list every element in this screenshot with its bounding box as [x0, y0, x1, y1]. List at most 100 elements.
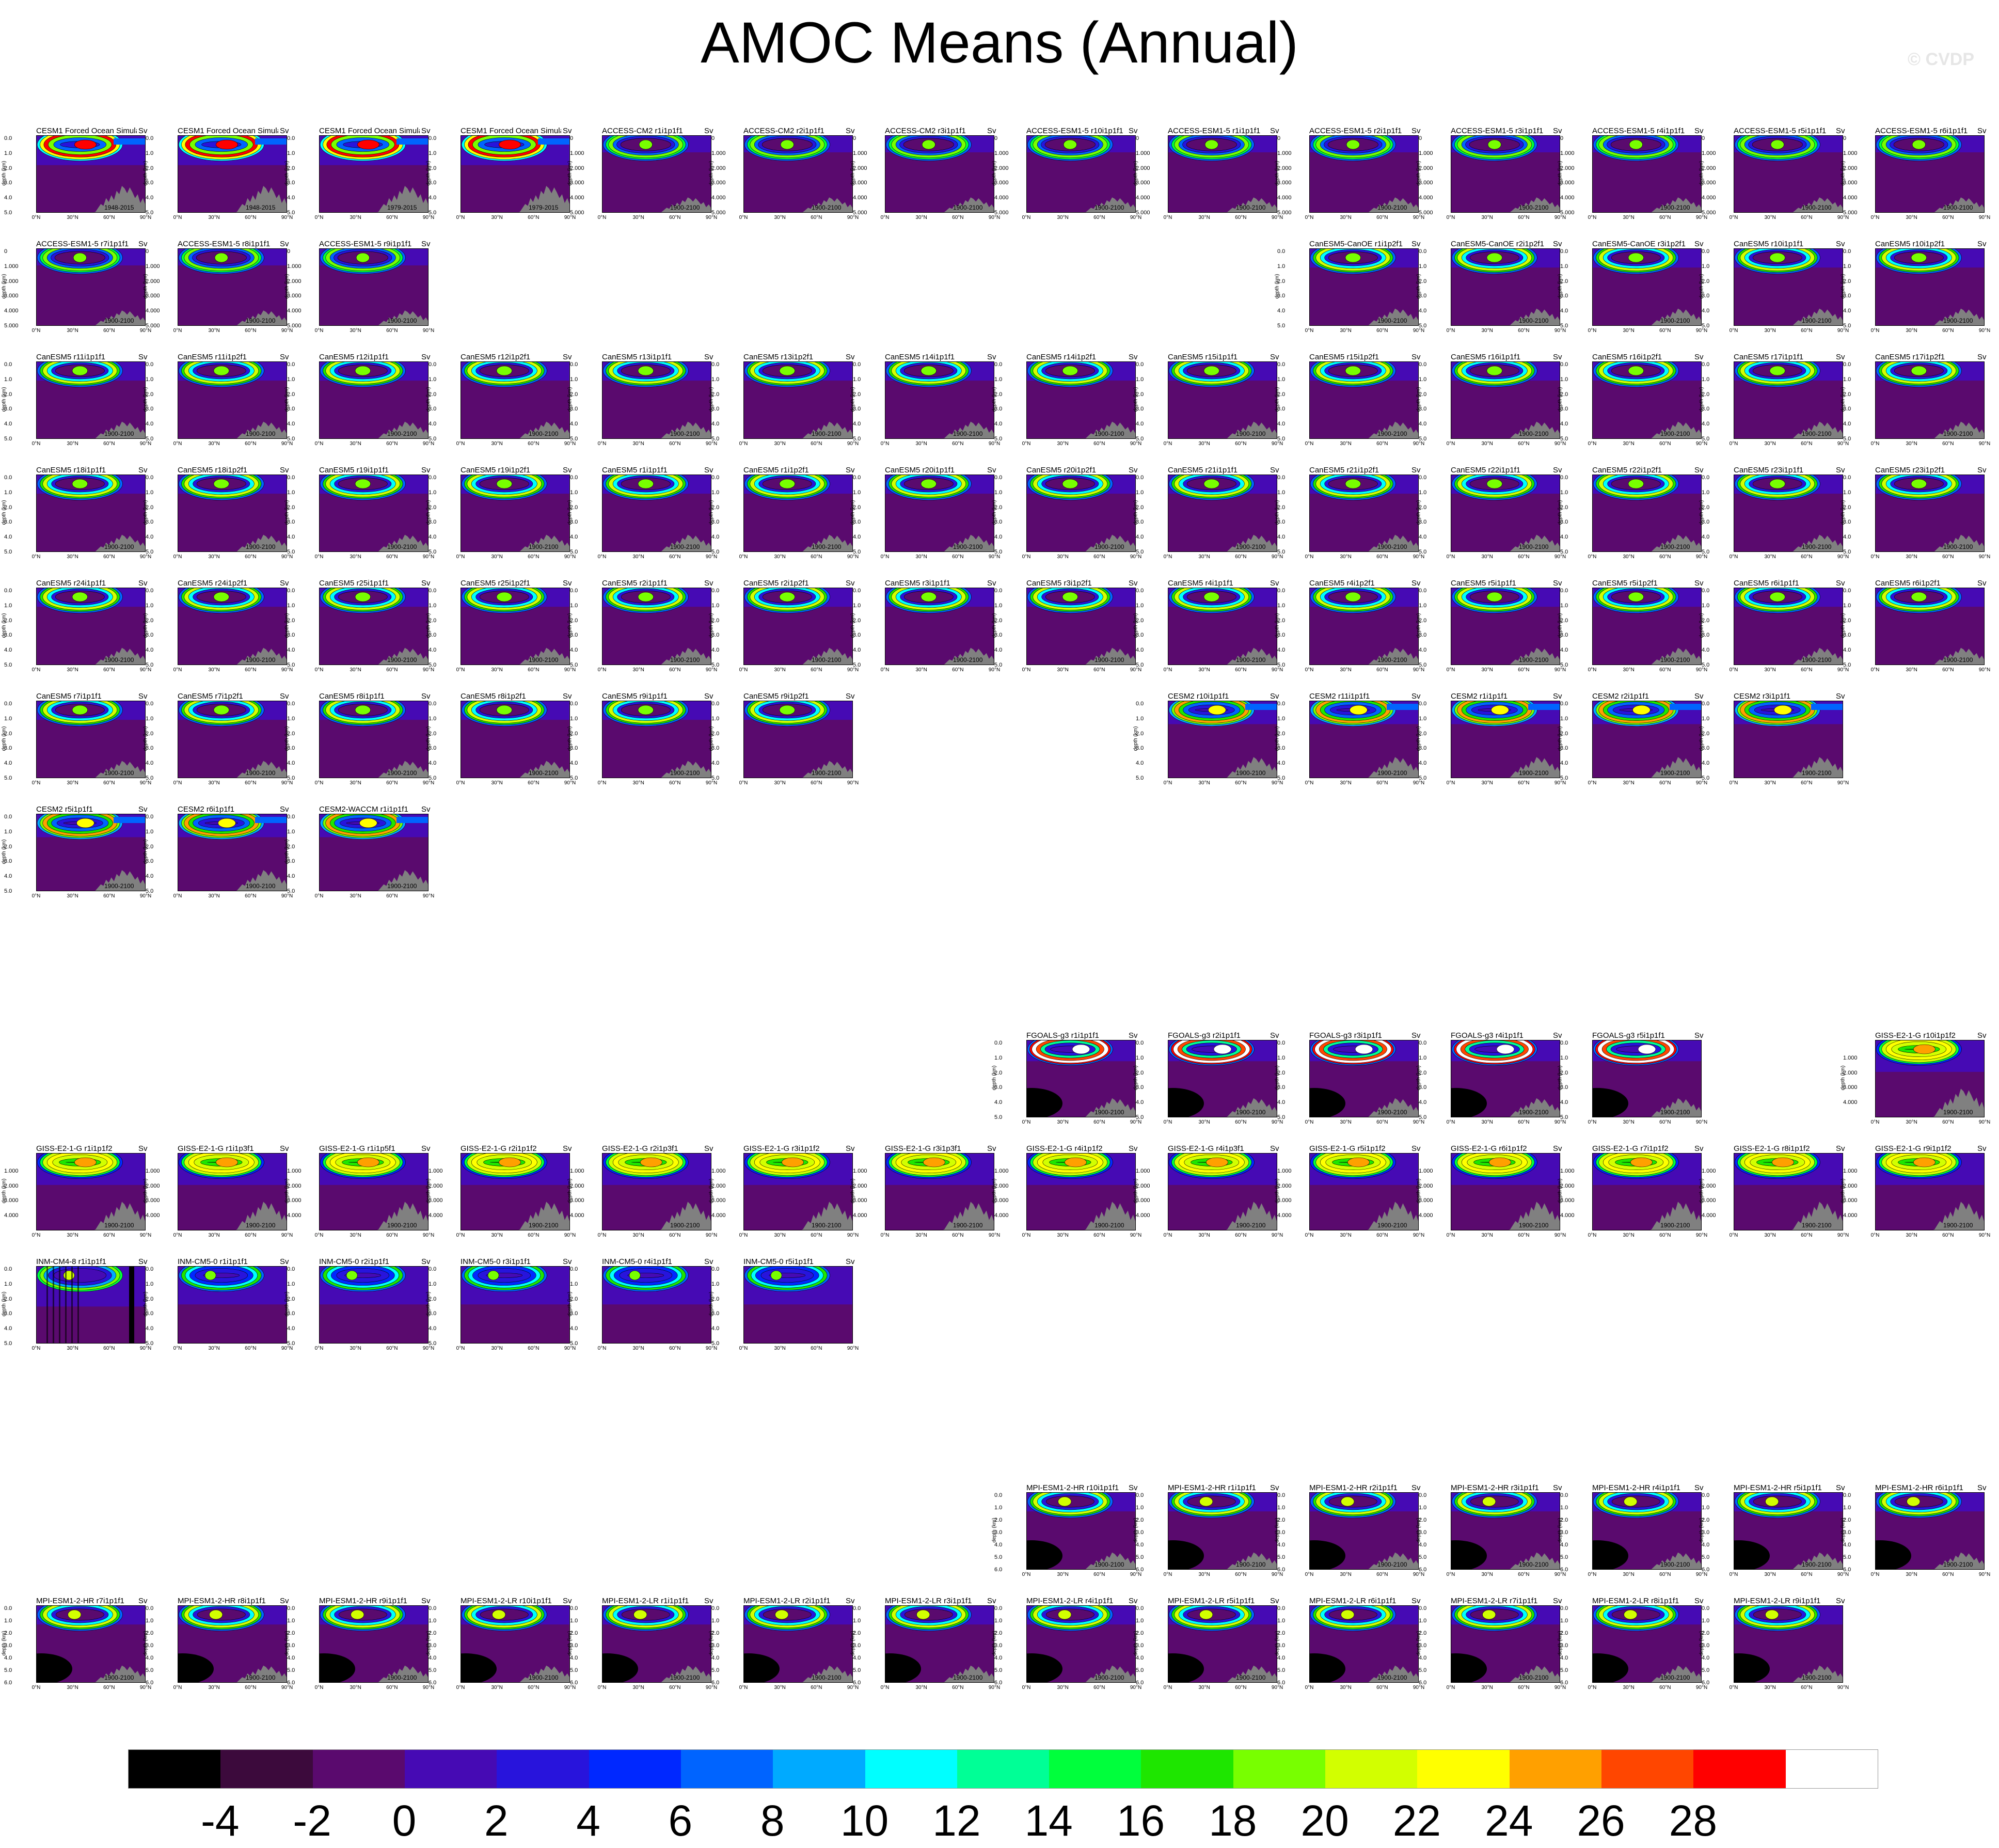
contour-core: [1486, 592, 1502, 602]
y-tick-label: 6.0: [1560, 1680, 1568, 1686]
y-tick-label: 5.0: [429, 1667, 437, 1673]
panel-title: ACCESS-CM2 r2i1p1f1: [743, 127, 824, 135]
x-axis: 0°N 30°N 60°N 90°N: [32, 1685, 152, 1695]
period-label: 1900-2100: [1943, 1222, 1973, 1229]
x-tick-label: 60°N: [811, 554, 822, 560]
period-label: 1900-2100: [529, 430, 559, 437]
contour-core: [1912, 139, 1926, 150]
x-tick-label: 0°N: [739, 1346, 748, 1351]
x-axis: 0°N 30°N 60°N 90°N: [598, 215, 718, 225]
amoc-panel: INM-CM5-0 r5i1p1f1 Sv depth (km) 0.0 1.0 2.0 3…: [708, 1258, 859, 1359]
contour-core: [1199, 1496, 1213, 1507]
bathymetry-mask: [800, 761, 853, 778]
y-tick-label: 2.0: [570, 1630, 578, 1636]
y-axis: depth (km) 0.0 1.0 2.0 3.0 4.0 5.0: [1, 588, 35, 668]
period-label: 1900-2100: [1519, 204, 1549, 211]
contour-core: [1770, 139, 1784, 150]
contour-plot: [36, 1605, 146, 1683]
period-label: 1900-2100: [1519, 656, 1549, 664]
y-tick-label: 2.000: [1702, 165, 1716, 171]
panel-title: ACCESS-CM2 r1i1p1f1: [602, 127, 683, 135]
contour-plot: [461, 475, 570, 552]
plot-frame: [1026, 588, 1136, 665]
y-axis: depth (km) 0.0 1.0 2.0 3.0 4.0 5.0: [708, 475, 742, 555]
amoc-panel: ACCESS-ESM1-5 r10i1p1f1 Sv depth (km) 0 1.00…: [991, 127, 1141, 228]
y-axis: depth (km) 0.0 1.0 2.0 3.0 4.0 5.0: [1557, 248, 1591, 329]
panel-title: MPI-ESM1-2-LR r7i1p1f1: [1451, 1597, 1538, 1605]
amoc-panel: CanESM5 r1i1p1f1 Sv depth (km) 0.0 1.0 2.0 3.0…: [567, 466, 717, 567]
x-tick-label: 60°N: [1801, 554, 1813, 560]
x-tick-label: 0°N: [314, 780, 324, 786]
x-tick-label: 0°N: [1870, 1119, 1880, 1125]
y-tick-label: 4.0: [994, 421, 1003, 428]
y-axis: depth (km) 0.0 1.0 2.0 3.0 4.0 5.0 6.0: [1840, 1492, 1874, 1573]
y-tick-label: 2.0: [711, 730, 720, 737]
y-tick-label: 0.0: [1560, 701, 1568, 707]
amoc-panel: MPI-ESM1-2-LR r5i1p1f1 Sv depth (km) 0.0 1.0…: [1133, 1597, 1283, 1698]
contour-plot: [743, 701, 853, 778]
x-tick-label: 90°N: [1413, 667, 1425, 673]
y-axis: depth (km) 0.0 1.0 2.0 3.0 4.0 5.0: [991, 588, 1025, 668]
y-tick-label: 0.0: [1277, 248, 1286, 255]
panel-title: GISS-E2-1-G r2i1p3f1: [602, 1145, 678, 1153]
amoc-panel: CanESM5 r19i1p2f1 Sv depth (km) 0.0 1.0 2.0 3.…: [425, 466, 576, 567]
x-tick-label: 60°N: [1376, 667, 1388, 673]
y-tick-label: 4.000: [1560, 195, 1575, 201]
contour-core: [1213, 1044, 1232, 1054]
y-tick-label: 3.000: [853, 1197, 867, 1204]
bathymetry-mask: [1083, 647, 1136, 665]
x-tick-label: 30°N: [1623, 1572, 1635, 1577]
y-axis: depth (km) 0.0 1.0 2.0 3.0 4.0 5.0: [425, 1266, 459, 1347]
y-tick-label: 4.0: [570, 760, 578, 767]
panel-units: Sv: [421, 805, 431, 814]
amoc-panel: CanESM5 r18i1p2f1 Sv depth (km) 0.0 1.0 2.0 3.…: [142, 466, 293, 567]
y-tick-label: 1.000: [4, 263, 19, 270]
x-tick-label: 90°N: [1130, 1119, 1142, 1125]
plot-frame: [36, 135, 146, 213]
y-tick-label: 0.0: [1136, 701, 1144, 707]
y-tick-label: 5.0: [711, 1667, 720, 1673]
y-tick-label: 4.0: [1277, 1542, 1286, 1548]
contour-core: [355, 705, 371, 715]
x-tick-label: 90°N: [281, 667, 293, 673]
period-label: 1900-2100: [1519, 1674, 1549, 1681]
bathymetry-mask: [659, 197, 711, 213]
x-tick-label: 60°N: [1659, 1685, 1671, 1691]
y-axis: depth (km) 0.0 1.0 2.0 3.0 4.0 5.0: [708, 1266, 742, 1347]
y-tick-label: 2.000: [146, 1182, 160, 1189]
colorbar-segment: [1785, 1750, 1878, 1788]
y-tick-label: 0.0: [994, 1492, 1003, 1498]
y-axis: depth (km) 0.0 1.0 2.0 3.0 4.0 5.0 6.0: [1133, 1605, 1167, 1686]
contour-core: [74, 139, 97, 150]
x-axis: 0°N 30°N 60°N 90°N: [173, 215, 293, 225]
y-tick-label: 3.000: [1702, 180, 1716, 186]
period-label: 1948-2015: [246, 204, 276, 211]
bathymetry-mask: [1932, 308, 1985, 326]
y-tick-label: 2.0: [4, 730, 12, 737]
period-label: 1900-2100: [1802, 1222, 1832, 1229]
amoc-panel: MPI-ESM1-2-LR r8i1p1f1 Sv depth (km) 0.0 1.0…: [1557, 1597, 1707, 1698]
contour-core: [215, 1157, 238, 1167]
contour-plot: [1026, 588, 1136, 665]
x-tick-label: 30°N: [632, 780, 644, 786]
x-tick-label: 60°N: [245, 1346, 257, 1351]
contour-core: [779, 705, 795, 715]
x-tick-label: 90°N: [281, 328, 293, 334]
y-tick-label: 2.0: [287, 1296, 295, 1302]
y-tick-label: 1.0: [1277, 1054, 1286, 1061]
panel-title: CanESM5-CanOE r3i1p2f1: [1592, 240, 1686, 248]
x-tick-label: 30°N: [208, 1346, 220, 1351]
panel-title: ACCESS-ESM1-5 r8i1p1f1: [178, 240, 271, 248]
contour-core: [357, 1157, 379, 1167]
y-tick-label: 5.0: [146, 1667, 154, 1673]
panel-title: MPI-ESM1-2-LR r5i1p1f1: [1168, 1597, 1255, 1605]
contour-plot: [1734, 1605, 1843, 1683]
y-tick-label: 3.0: [429, 519, 437, 526]
y-tick-label: 1.0: [146, 376, 154, 383]
y-tick-label: 3.0: [146, 519, 154, 526]
x-tick-label: 0°N: [1163, 780, 1172, 786]
panel-units: Sv: [846, 579, 855, 588]
y-tick-label: 2.0: [711, 504, 720, 511]
y-tick-label: 3.0: [1419, 632, 1427, 639]
contour-core: [76, 818, 94, 828]
